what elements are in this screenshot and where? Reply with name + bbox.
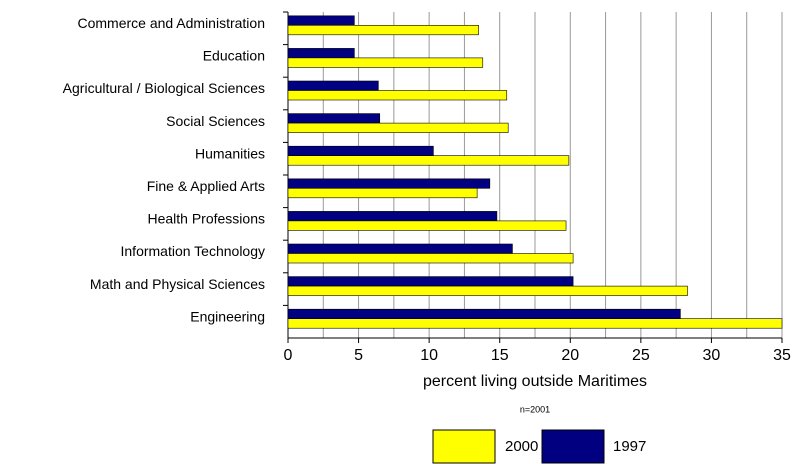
x-tick-label: 10 [420, 347, 438, 364]
y-tick-label: Engineering [190, 308, 265, 324]
y-tick-label: Education [203, 48, 265, 64]
x-tick-label: 35 [773, 347, 791, 364]
x-tick-label: 20 [561, 347, 579, 364]
x-tick-label: 15 [491, 347, 509, 364]
bar [287, 48, 355, 59]
y-tick-label: Health Professions [147, 211, 265, 227]
bar [287, 318, 783, 329]
bar [287, 253, 574, 264]
y-tick-label: Humanities [195, 145, 265, 161]
x-tick-label: 25 [632, 347, 650, 364]
bar [287, 178, 491, 189]
bar [287, 80, 379, 91]
bar [287, 57, 484, 68]
y-tick-label: Fine & Applied Arts [147, 178, 265, 194]
bar [287, 276, 574, 287]
bar [287, 188, 478, 199]
bar [287, 122, 509, 133]
bar [287, 15, 355, 26]
bar [287, 308, 681, 320]
y-tick-label: Math and Physical Sciences [90, 276, 265, 292]
bar [287, 243, 513, 254]
bar [287, 220, 567, 231]
x-tick-label: 5 [354, 347, 363, 364]
bar [287, 113, 381, 124]
legend-swatch [432, 429, 496, 464]
legend-label: 2000 [505, 438, 538, 455]
x-tick-label: 30 [703, 347, 721, 364]
bar [287, 145, 434, 156]
x-axis-title: percent living outside Maritimes [423, 373, 647, 390]
note: n=2001 [520, 404, 550, 414]
y-tick-label: Information Technology [121, 243, 266, 259]
legend-swatch [541, 429, 605, 464]
y-tick-label: Agricultural / Biological Sciences [63, 80, 265, 96]
bar [287, 90, 508, 101]
bar [287, 155, 570, 166]
y-tick-label: Social Sciences [166, 113, 265, 129]
bar [287, 211, 498, 222]
bar [287, 285, 688, 296]
y-tick-label: Commerce and Administration [77, 15, 265, 31]
legend-label: 1997 [613, 438, 646, 455]
x-tick-label: 0 [284, 347, 293, 364]
bar [287, 24, 479, 36]
